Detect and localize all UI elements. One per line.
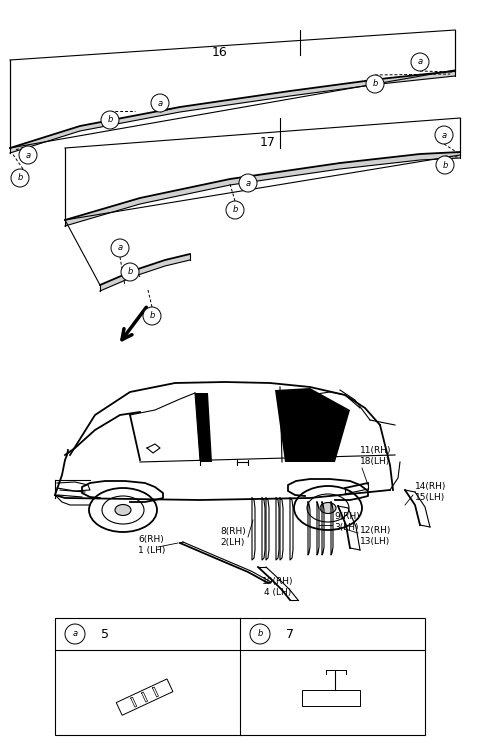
Polygon shape [275, 388, 350, 462]
Text: b: b [232, 206, 238, 215]
Circle shape [435, 126, 453, 144]
Text: 11(RH)
18(LH): 11(RH) 18(LH) [360, 446, 392, 466]
Text: 10(RH)
4 (LH): 10(RH) 4 (LH) [262, 577, 294, 597]
Polygon shape [10, 71, 455, 153]
Circle shape [436, 156, 454, 174]
Text: 6(RH)
1 (LH): 6(RH) 1 (LH) [138, 535, 166, 555]
Text: 16: 16 [212, 45, 228, 59]
Text: 14(RH)
15(LH): 14(RH) 15(LH) [415, 482, 446, 502]
Text: b: b [442, 160, 448, 169]
Polygon shape [65, 152, 460, 226]
Text: 7: 7 [286, 628, 294, 640]
Text: b: b [17, 174, 23, 183]
Text: a: a [25, 151, 31, 160]
Text: 8(RH)
2(LH): 8(RH) 2(LH) [220, 527, 246, 547]
Circle shape [19, 146, 37, 164]
Circle shape [151, 94, 169, 112]
Circle shape [121, 263, 139, 281]
Circle shape [111, 239, 129, 257]
Text: b: b [257, 629, 263, 638]
Text: 9(RH)
3(LH): 9(RH) 3(LH) [334, 512, 360, 532]
Circle shape [226, 201, 244, 219]
Text: a: a [418, 57, 422, 67]
Ellipse shape [115, 504, 131, 516]
Bar [116, 679, 173, 716]
Circle shape [143, 307, 161, 325]
Polygon shape [195, 393, 212, 462]
Circle shape [101, 111, 119, 129]
Circle shape [239, 174, 257, 192]
Text: 17: 17 [260, 135, 276, 149]
Text: a: a [442, 131, 446, 140]
Text: a: a [157, 99, 163, 108]
Text: 5: 5 [101, 628, 109, 640]
Circle shape [65, 624, 85, 644]
Text: a: a [72, 629, 78, 638]
Circle shape [11, 169, 29, 187]
Circle shape [366, 75, 384, 93]
Text: b: b [127, 267, 132, 276]
Text: b: b [149, 311, 155, 320]
Text: b: b [372, 80, 378, 88]
Circle shape [411, 53, 429, 71]
Text: 12(RH)
13(LH): 12(RH) 13(LH) [360, 526, 391, 546]
Bar [55, 618, 425, 735]
Text: a: a [245, 178, 251, 187]
Circle shape [250, 624, 270, 644]
Bar [302, 690, 360, 706]
Text: a: a [118, 244, 122, 253]
Ellipse shape [320, 502, 336, 513]
Text: b: b [108, 115, 113, 125]
Polygon shape [100, 254, 190, 291]
